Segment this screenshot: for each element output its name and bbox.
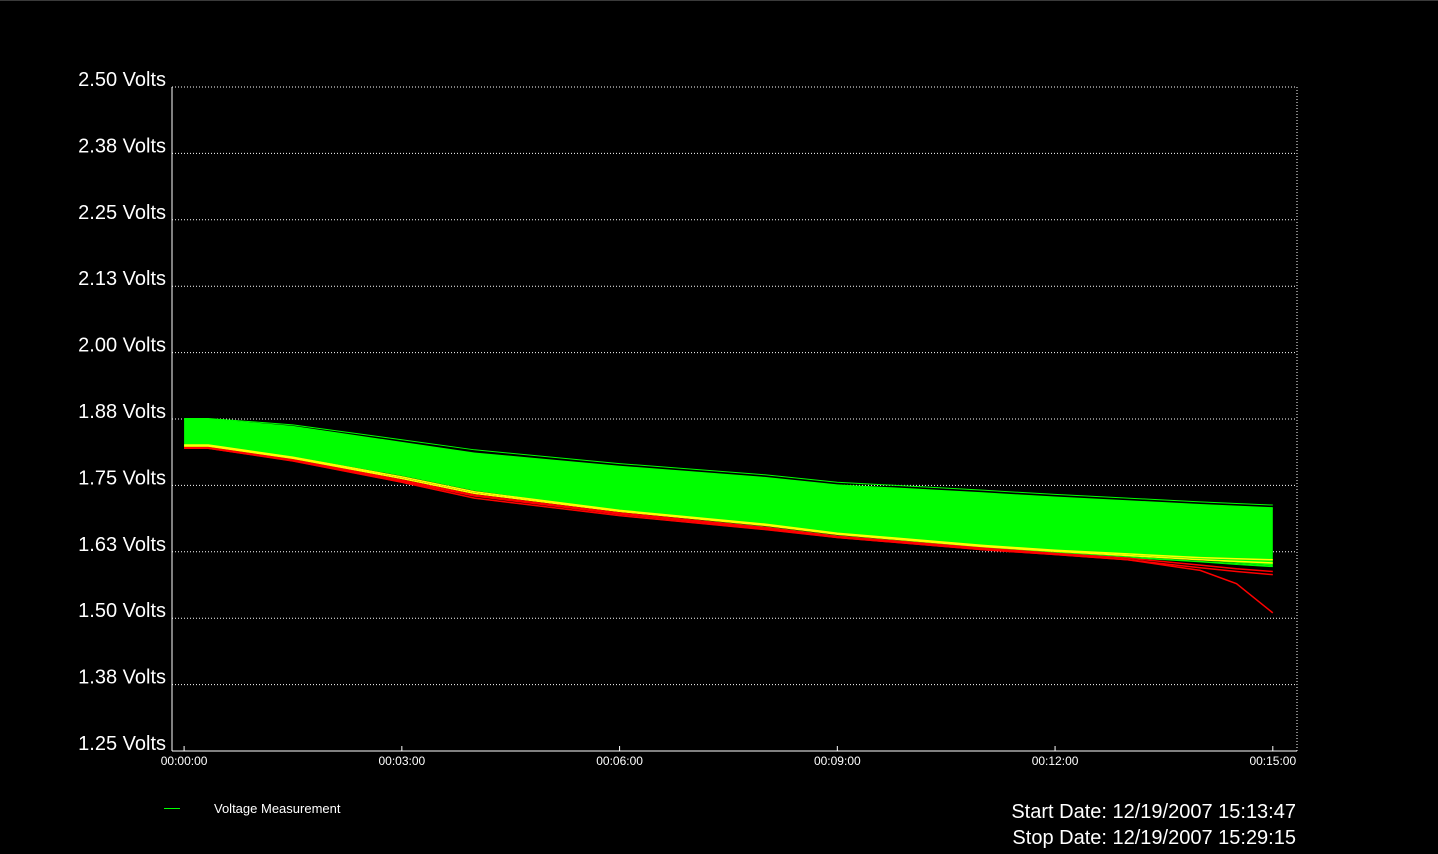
y-tick-label-7: 1.63 Volts <box>78 534 166 556</box>
voltage-band <box>184 418 1273 566</box>
series-line-1 <box>184 419 1273 510</box>
x-tick-label-0: 00:00:00 <box>161 754 208 768</box>
y-tick-label-4: 2.00 Volts <box>78 335 166 357</box>
grid-lines <box>172 86 1298 751</box>
y-tick-label-2: 2.25 Volts <box>78 202 166 224</box>
start-date: Start Date: 12/19/2007 15:13:47 <box>1011 801 1296 823</box>
y-tick-label-0: 2.50 Volts <box>78 69 166 91</box>
legend: Voltage Measurement <box>164 800 340 816</box>
axes <box>171 87 1297 752</box>
y-tick-labels: 2.50 Volts 2.38 Volts 2.25 Volts 2.13 Volts… <box>78 69 166 755</box>
x-tick-label-1: 00:03:00 <box>378 754 425 768</box>
series-line-6 <box>184 445 1273 564</box>
y-tick-label-10: 1.25 Volts <box>78 733 166 755</box>
legend-label: Voltage Measurement <box>214 800 341 816</box>
data-band <box>184 418 1273 566</box>
x-tick-label-2: 00:06:00 <box>596 754 643 768</box>
x-tick-label-5: 00:15:00 <box>1249 754 1296 768</box>
date-range: Start Date: 12/19/2007 15:13:47 Stop Dat… <box>1011 799 1296 851</box>
x-tick-labels: 00:00:00 00:03:00 00:06:00 00:09:00 00:12:00… <box>161 754 1297 768</box>
series-line-5 <box>184 444 1273 561</box>
window-top-border <box>0 0 1438 1</box>
series-line-9 <box>184 447 1274 614</box>
y-tick-label-8: 1.50 Volts <box>78 600 166 622</box>
series-lines <box>184 417 1274 614</box>
y-tick-label-6: 1.75 Volts <box>78 467 166 489</box>
x-tick-label-4: 00:12:00 <box>1032 754 1079 768</box>
stop-date: Stop Date: 12/19/2007 15:29:15 <box>1012 827 1296 849</box>
y-tick-label-9: 1.38 Volts <box>78 667 166 689</box>
y-tick-label-3: 2.13 Volts <box>78 268 166 290</box>
x-tick-label-3: 00:09:00 <box>814 754 861 768</box>
y-tick-label-1: 2.38 Volts <box>78 135 166 157</box>
series-line-0 <box>184 417 1273 506</box>
legend-swatch <box>164 807 180 809</box>
y-tick-label-5: 1.88 Volts <box>78 401 166 423</box>
